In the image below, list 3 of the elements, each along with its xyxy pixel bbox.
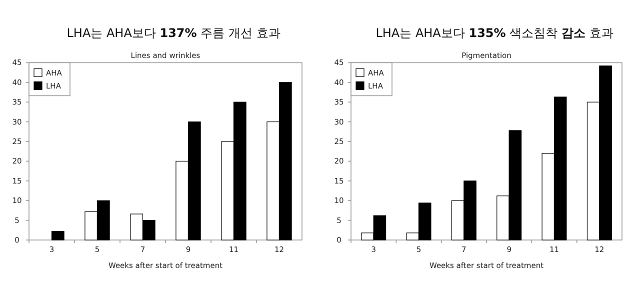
chart-title: LHA는 AHA보다 137% 주름 개선 효과 <box>66 26 280 40</box>
chart-title: LHA는 AHA보다 135% 색소침착 감소 효과 <box>376 26 614 40</box>
bar <box>51 231 64 240</box>
